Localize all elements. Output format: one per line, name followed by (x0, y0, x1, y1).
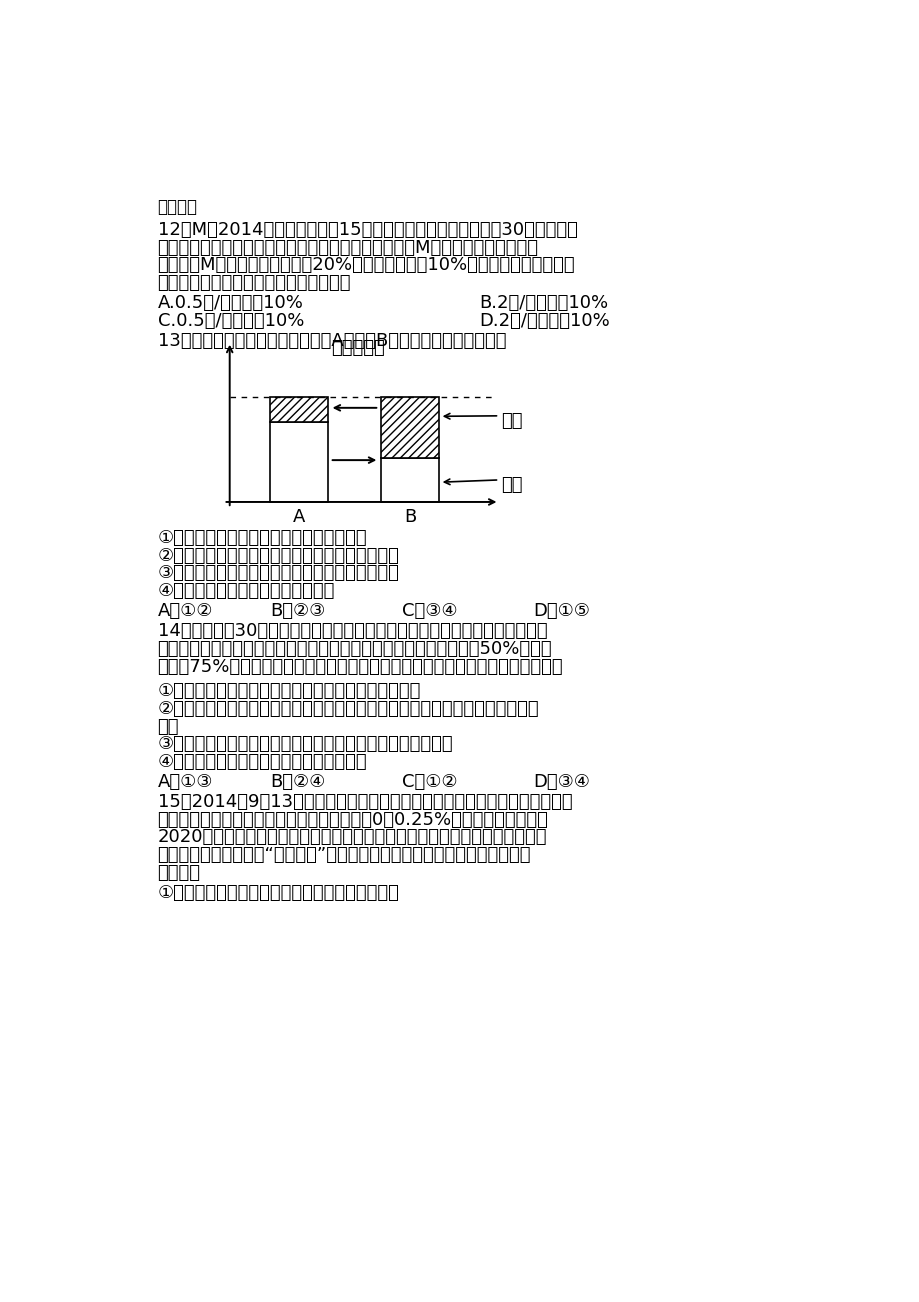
Text: 14．改革开放30多年来，我国非公有制经济获得了快速发展，已经形成数量最: 14．改革开放30多年来，我国非公有制经济获得了快速发展，已经形成数量最 (157, 622, 547, 641)
Text: A．①③: A．①③ (157, 773, 213, 792)
Text: 明（　）: 明（ ） (157, 863, 200, 881)
Text: 2020年。美联储继续维持其宽松的货币政策将大大增加全球经济失衡的压力，: 2020年。美联储继续维持其宽松的货币政策将大大增加全球经济失衡的压力， (157, 828, 547, 846)
Text: 了城镇75%以上的就业岗位，对国家财政收入的贡献份额不断加大。这说明（　）: 了城镇75%以上的就业岗位，对国家财政收入的贡献份额不断加大。这说明（ ） (157, 658, 562, 676)
Text: 13．读下图，如果一企业要实现今A状态向B状态的转变，需要（　）: 13．读下图，如果一企业要实现今A状态向B状态的转变，需要（ ） (157, 332, 505, 350)
Text: C．③④: C．③④ (402, 602, 457, 620)
Text: 况下，该国物价水平的变化大致是（　）: 况下，该国物价水平的变化大致是（ ） (157, 273, 351, 292)
Text: D．①⑤: D．①⑤ (533, 602, 590, 620)
Text: A．①②: A．①② (157, 602, 213, 620)
Text: B.2次/年　下降10%: B.2次/年 下降10% (479, 294, 607, 312)
Text: 12．M国2014年货币供应量为15万亿元，同期商品价格总额为30万亿元。假: 12．M国2014年货币供应量为15万亿元，同期商品价格总额为30万亿元。假 (157, 221, 577, 240)
Text: ③企业加强科技创新和科学管理，提高资源利用率: ③企业加强科技创新和科学管理，提高资源利用率 (157, 564, 399, 582)
Text: ②公有制为主体、多种所有制经济共同发展的基本经济制度有利于提高人民生活: ②公有制为主体、多种所有制经济共同发展的基本经济制度有利于提高人民生活 (157, 700, 539, 717)
Text: B．②③: B．②③ (269, 602, 325, 620)
Text: ＿＿，若M国货币流通速度加快20%，国内生产扩大10%，在其他条件不变的情: ＿＿，若M国货币流通速度加快20%，国内生产扩大10%，在其他条件不变的情 (157, 256, 574, 275)
Text: ①必须毫不动摇地鼓励、支持、引导非公有制经济发展: ①必须毫不动摇地鼓励、支持、引导非公有制经济发展 (157, 682, 421, 700)
Text: ①经济全球化给新兴市场国家带来的是机遇和挑战: ①经济全球化给新兴市场国家带来的是机遇和挑战 (157, 884, 399, 902)
Text: ③公有制经济和非公有制经济在国民经济中的地位实现了平等: ③公有制经济和非公有制经济在国民经济中的地位实现了平等 (157, 736, 453, 754)
Text: 15．2014年9月13日，美国联邦储备委员会宣布了第三轮量化宽松货币政策，: 15．2014年9月13日，美国联邦储备委员会宣布了第三轮量化宽松货币政策， (157, 793, 572, 811)
Text: C．①②: C．①② (402, 773, 457, 792)
Text: 多、比例最大的企业群体，其投资已超过全社会固定资产投资比重的50%，提供: 多、比例最大的企业群体，其投资已超过全社会固定资产投资比重的50%，提供 (157, 639, 551, 658)
Text: ②缩短企业生产的个别劳动时间，提高劳动生产率: ②缩短企业生产的个别劳动时间，提高劳动生产率 (157, 547, 399, 565)
Text: D.2次/年　上升10%: D.2次/年 上升10% (479, 311, 609, 329)
Text: 政治试题: 政治试题 (157, 198, 198, 216)
Text: B．②④: B．②④ (269, 773, 325, 792)
Text: ④加大投资规模，加强企业间的兼并: ④加大投资规模，加强企业间的兼并 (157, 582, 335, 600)
Text: 设该国货币供需均衡且货币价值稳定，那么，可推算出M国当年货币流通速度为: 设该国货币供需均衡且货币价值稳定，那么，可推算出M国当年货币流通速度为 (157, 238, 538, 256)
Text: 以进一步支持经济复苏和劳工市场，并计划圇0～0.25%的低利率至少维持至: 以进一步支持经济复苏和劳工市场，并计划圇0～0.25%的低利率至少维持至 (157, 811, 548, 829)
Text: A.0.5次/年　下降10%: A.0.5次/年 下降10% (157, 294, 303, 312)
Bar (380, 458, 438, 503)
Text: ①　企业增加研发投入，不停地开发新产品: ① 企业增加研发投入，不停地开发新产品 (157, 529, 367, 547)
Bar (269, 422, 328, 503)
Text: 利润: 利润 (501, 411, 522, 430)
Text: 使新兴市场国家都面临“热錢压境”的风险。美国量化宽松政策对全球的影响说: 使新兴市场国家都面临“热錢压境”的风险。美国量化宽松政策对全球的影响说 (157, 846, 530, 865)
Bar (380, 397, 438, 458)
Bar (269, 397, 328, 422)
Text: 稳固的价格: 稳固的价格 (330, 339, 384, 357)
Text: 水平: 水平 (157, 717, 179, 736)
Text: B: B (403, 508, 415, 526)
Text: 成本: 成本 (501, 477, 522, 493)
Text: ④非公有制经济在国民经济中发挥主导作用: ④非公有制经济在国民经济中发挥主导作用 (157, 753, 367, 771)
Text: A: A (292, 508, 305, 526)
Text: C.0.5次/年　上升10%: C.0.5次/年 上升10% (157, 311, 303, 329)
Text: D．③④: D．③④ (533, 773, 590, 792)
